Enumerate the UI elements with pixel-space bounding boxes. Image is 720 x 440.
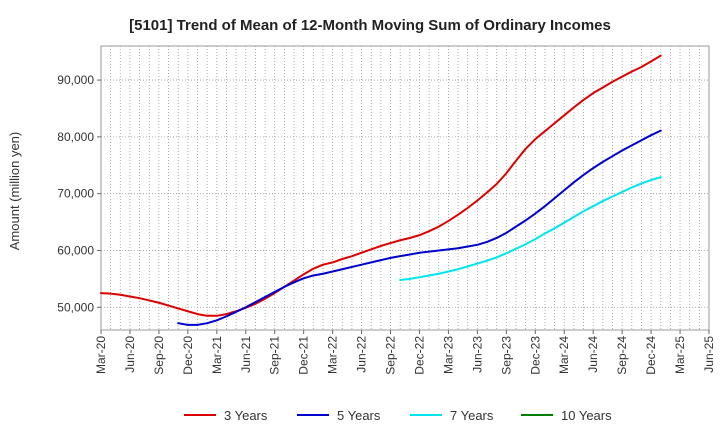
gridlines	[101, 46, 709, 330]
x-tick-label: Sep-21	[268, 336, 282, 375]
y-tick-label: 50,000	[57, 300, 94, 314]
legend-label: 10 Years	[561, 408, 612, 423]
x-tick-label: Sep-22	[384, 336, 398, 375]
x-tick-label: Mar-25	[673, 336, 687, 374]
chart-title: [5101] Trend of Mean of 12-Month Moving …	[129, 17, 611, 34]
x-tick-label: Mar-21	[210, 336, 224, 374]
legend: 3 Years 5 Years 7 Years 10 Years	[184, 408, 612, 423]
x-tick-label: Mar-24	[557, 336, 571, 374]
y-axis: 50,000 60,000 70,000 80,000 90,000	[57, 73, 101, 314]
plot-area-frame	[100, 45, 710, 331]
x-tick-label: Dec-21	[297, 336, 311, 375]
x-tick-label: Dec-20	[181, 336, 195, 375]
y-tick-label: 80,000	[57, 130, 94, 144]
x-tick-label: Jun-24	[586, 336, 600, 373]
x-tick-label: Dec-22	[412, 336, 426, 375]
x-tick-label: Dec-23	[528, 336, 542, 375]
legend-label: 5 Years	[337, 408, 381, 423]
legend-label: 7 Years	[450, 408, 494, 423]
series-lines	[100, 54, 662, 326]
x-tick-label: Jun-23	[470, 336, 484, 373]
x-tick-label: Sep-24	[615, 336, 629, 375]
y-tick-label: 60,000	[57, 243, 94, 257]
x-tick-label: Mar-20	[94, 336, 108, 374]
series-line-7-years	[399, 176, 662, 282]
x-tick-label: Mar-22	[326, 336, 340, 374]
series-line-3-years	[100, 54, 662, 317]
y-axis-label: Amount (million yen)	[7, 132, 22, 251]
legend-label: 3 Years	[224, 408, 268, 423]
x-tick-label: Jun-20	[123, 336, 137, 373]
x-tick-label: Jun-21	[239, 336, 253, 373]
y-tick-label: 70,000	[57, 187, 94, 201]
x-tick-label: Jun-22	[355, 336, 369, 373]
x-tick-label: Mar-23	[441, 336, 455, 374]
x-tick-label: Sep-20	[152, 336, 166, 375]
x-axis: Mar-20 Jun-20 Sep-20 Dec-20 Mar-21 Jun-21 Sep-…	[94, 330, 716, 375]
series-line-5-years	[177, 129, 662, 326]
x-tick-label: Dec-24	[644, 336, 658, 375]
x-tick-label: Jun-25	[702, 336, 716, 373]
x-tick-label: Sep-23	[499, 336, 513, 375]
y-tick-label: 90,000	[57, 73, 94, 87]
